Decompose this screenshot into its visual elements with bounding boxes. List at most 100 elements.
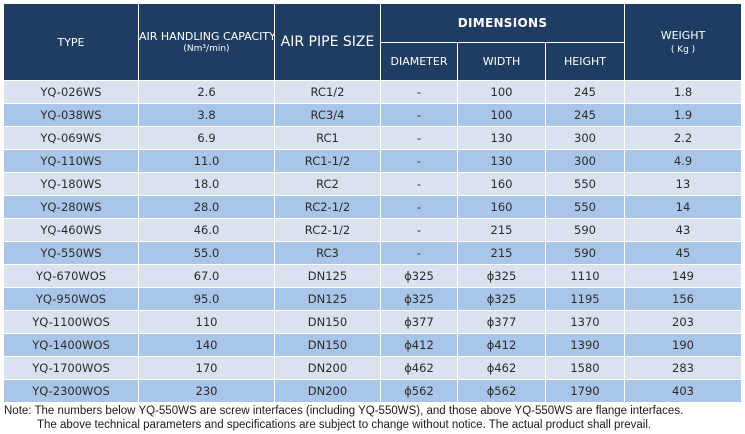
cell-width: 160 (457, 195, 546, 219)
cell-weight: 2.2 (624, 126, 742, 150)
cell-pipe: RC1/2 (274, 80, 381, 104)
cell-height: 550 (545, 195, 625, 219)
cell-pipe: DN150 (274, 333, 381, 357)
table-row: YQ-110WS 11.0 RC1-1/2-130 300 4.9 (3, 149, 742, 173)
header-weight: WEIGHT ( Kg ) (624, 3, 742, 81)
cell-pipe: RC2-1/2 (274, 195, 381, 219)
header-air-pipe-size: AIR PIPE SIZE (274, 3, 381, 81)
cell-type: YQ-1100WOS (3, 310, 139, 334)
cell-weight: 1.8 (624, 80, 742, 104)
cell-capacity: 55.0 (138, 241, 275, 265)
cell-height: 590 (545, 218, 625, 242)
cell-capacity: 2.6 (138, 80, 275, 104)
table-row: YQ-069WS 6.9 RC1-130 300 2.2 (3, 126, 742, 150)
cell-capacity: 140 (138, 333, 275, 357)
table-row: YQ-950WOS 95.0 DN125 ϕ325 ϕ325 1195 156 (3, 287, 742, 311)
spec-table: TYPE AIR HANDLING CAPACITY (Nm³/min) AIR… (3, 3, 742, 403)
table-row: YQ-1100WOS 110 DN150 ϕ377 ϕ377 1370 203 (3, 310, 742, 334)
cell-height: 300 (545, 126, 625, 150)
cell-type: YQ-110WS (3, 149, 139, 173)
cell-diameter: - (380, 218, 458, 242)
table-row: YQ-026WS 2.6 RC1/2-100 245 1.8 (3, 80, 742, 104)
header-capacity: AIR HANDLING CAPACITY (Nm³/min) (138, 3, 275, 81)
table-row: YQ-1400WOS 140 DN150 ϕ412 ϕ412 1390 190 (3, 333, 742, 357)
cell-capacity: 110 (138, 310, 275, 334)
cell-pipe: DN125 (274, 287, 381, 311)
cell-weight: 13 (624, 172, 742, 196)
header-capacity-unit: (Nm³/min) (183, 44, 230, 54)
cell-capacity: 11.0 (138, 149, 275, 173)
cell-type: YQ-550WS (3, 241, 139, 265)
cell-diameter: ϕ462 (380, 356, 458, 380)
header-type: TYPE (3, 3, 139, 81)
cell-width: ϕ562 (457, 379, 546, 403)
cell-width: ϕ462 (457, 356, 546, 380)
table-row: YQ-1700WOS 170 DN200 ϕ462 ϕ462 1580 283 (3, 356, 742, 380)
header-dimensions: DIMENSIONS (380, 3, 625, 43)
cell-height: 245 (545, 103, 625, 127)
cell-type: YQ-1700WOS (3, 356, 139, 380)
cell-pipe: RC3 (274, 241, 381, 265)
cell-pipe: DN200 (274, 356, 381, 380)
cell-width: 130 (457, 126, 546, 150)
cell-height: 590 (545, 241, 625, 265)
cell-capacity: 67.0 (138, 264, 275, 288)
footnote-line-2: The above technical parameters and speci… (37, 419, 652, 431)
cell-type: YQ-1400WOS (3, 333, 139, 357)
cell-weight: 283 (624, 356, 742, 380)
cell-diameter: ϕ377 (380, 310, 458, 334)
cell-diameter: - (380, 241, 458, 265)
cell-capacity: 95.0 (138, 287, 275, 311)
cell-weight: 1.9 (624, 103, 742, 127)
cell-capacity: 46.0 (138, 218, 275, 242)
cell-height: 1110 (545, 264, 625, 288)
cell-weight: 45 (624, 241, 742, 265)
table-row: YQ-180WS 18.0 RC2-160 550 13 (3, 172, 742, 196)
cell-type: YQ-950WOS (3, 287, 139, 311)
cell-width: 160 (457, 172, 546, 196)
cell-pipe: RC3/4 (274, 103, 381, 127)
cell-weight: 190 (624, 333, 742, 357)
table-row: YQ-460WS 46.0 RC2-1/2-215 590 43 (3, 218, 742, 242)
cell-diameter: - (380, 103, 458, 127)
header-height: HEIGHT (545, 42, 625, 81)
cell-height: 1390 (545, 333, 625, 357)
table-row: YQ-280WS 28.0 RC2-1/2-160 550 14 (3, 195, 742, 219)
cell-width: 215 (457, 241, 546, 265)
cell-width: 100 (457, 80, 546, 104)
cell-height: 1370 (545, 310, 625, 334)
cell-type: YQ-026WS (3, 80, 139, 104)
cell-capacity: 6.9 (138, 126, 275, 150)
cell-pipe: DN125 (274, 264, 381, 288)
header-width: WIDTH (457, 42, 546, 81)
cell-height: 550 (545, 172, 625, 196)
cell-pipe: RC1-1/2 (274, 149, 381, 173)
cell-diameter: - (380, 126, 458, 150)
cell-diameter: - (380, 80, 458, 104)
cell-width: 215 (457, 218, 546, 242)
cell-width: ϕ412 (457, 333, 546, 357)
footnote: Note: The numbers below YQ-550WS are scr… (4, 404, 744, 432)
cell-diameter: ϕ325 (380, 287, 458, 311)
cell-capacity: 18.0 (138, 172, 275, 196)
cell-height: 1790 (545, 379, 625, 403)
cell-weight: 156 (624, 287, 742, 311)
table-row: YQ-670WOS 67.0 DN125 ϕ325 ϕ325 1110 149 (3, 264, 742, 288)
cell-diameter: - (380, 149, 458, 173)
cell-pipe: DN150 (274, 310, 381, 334)
cell-height: 245 (545, 80, 625, 104)
table-body: YQ-026WS 2.6 RC1/2-100 245 1.8 YQ-038WS 3.8 RC3… (3, 80, 742, 403)
cell-diameter: - (380, 195, 458, 219)
cell-height: 1580 (545, 356, 625, 380)
cell-pipe: RC1 (274, 126, 381, 150)
cell-weight: 149 (624, 264, 742, 288)
cell-pipe: RC2 (274, 172, 381, 196)
cell-capacity: 3.8 (138, 103, 275, 127)
header-weight-unit: ( Kg ) (670, 45, 696, 55)
cell-diameter: ϕ562 (380, 379, 458, 403)
header-capacity-label: AIR HANDLING CAPACITY (139, 30, 275, 43)
cell-width: ϕ325 (457, 287, 546, 311)
table-header: TYPE AIR HANDLING CAPACITY (Nm³/min) AIR… (3, 3, 742, 81)
cell-height: 300 (545, 149, 625, 173)
